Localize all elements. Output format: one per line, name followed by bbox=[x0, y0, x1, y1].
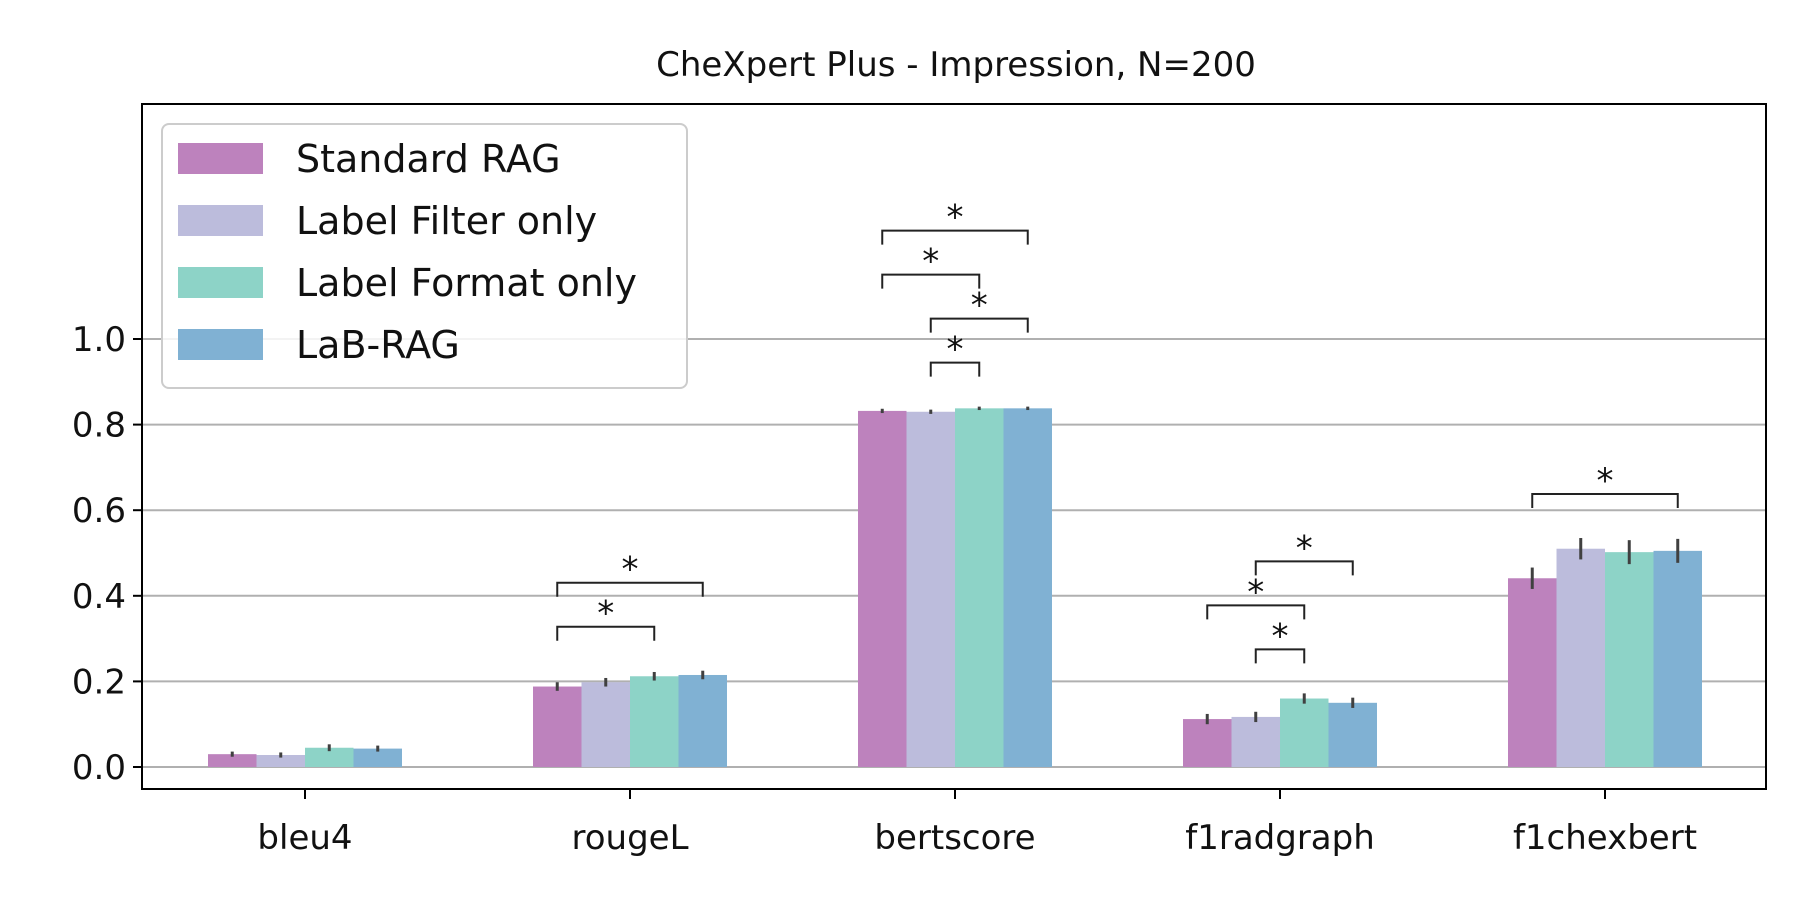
significance-star: * bbox=[922, 242, 939, 282]
legend-swatch bbox=[178, 143, 263, 174]
bar bbox=[533, 686, 582, 767]
significance-star: * bbox=[1597, 461, 1614, 501]
bar bbox=[1231, 716, 1280, 767]
legend-label: Label Filter only bbox=[296, 199, 597, 243]
bar bbox=[353, 748, 402, 767]
x-tick-label: f1radgraph bbox=[1185, 818, 1375, 858]
bar bbox=[305, 747, 354, 767]
bar bbox=[858, 410, 907, 767]
bar bbox=[630, 676, 679, 767]
x-tick-label: bleu4 bbox=[257, 818, 352, 858]
bar bbox=[955, 408, 1004, 767]
significance-star: * bbox=[1272, 616, 1289, 656]
significance-star: * bbox=[1247, 572, 1264, 612]
y-tick-label: 0.8 bbox=[72, 406, 126, 446]
significance-bracket bbox=[1254, 560, 1354, 576]
significance-star: * bbox=[597, 594, 614, 634]
significance-brackets: ********** bbox=[556, 198, 1679, 664]
significance-bracket bbox=[881, 273, 981, 289]
y-tick-label: 0.4 bbox=[72, 577, 126, 617]
legend: Standard RAG Label Filter only Label Forma… bbox=[161, 123, 688, 389]
legend-box bbox=[161, 123, 688, 389]
bar bbox=[1003, 408, 1052, 767]
bar bbox=[1280, 698, 1329, 767]
legend-label: Label Format only bbox=[296, 261, 637, 305]
bar bbox=[1653, 550, 1702, 767]
legend-label: Standard RAG bbox=[296, 137, 561, 181]
bar bbox=[906, 411, 955, 767]
bar bbox=[581, 682, 630, 767]
x-tick-label: rougeL bbox=[571, 818, 688, 858]
significance-star: * bbox=[947, 330, 964, 370]
significance-bracket bbox=[1531, 493, 1679, 509]
significance-star: * bbox=[947, 198, 964, 238]
bar bbox=[1183, 719, 1232, 767]
chart-title: CheXpert Plus - Impression, N=200 bbox=[656, 45, 1256, 85]
y-tick-label: 0.2 bbox=[72, 662, 126, 702]
legend-label: LaB-RAG bbox=[296, 323, 460, 367]
y-tick-label: 0.6 bbox=[72, 491, 126, 531]
legend-swatch bbox=[178, 329, 263, 360]
significance-star: * bbox=[1296, 528, 1313, 568]
bar bbox=[1508, 578, 1557, 767]
significance-bracket bbox=[556, 581, 704, 597]
legend-swatch bbox=[178, 205, 263, 236]
x-axis-ticks: bleu4 rougeL bertscore f1radgraph f1chexbert bbox=[257, 789, 1697, 858]
x-tick-label: f1chexbert bbox=[1513, 818, 1697, 858]
significance-bracket bbox=[556, 625, 656, 641]
significance-star: * bbox=[971, 286, 988, 326]
significance-bracket bbox=[1254, 648, 1306, 664]
y-tick-label: 1.0 bbox=[72, 320, 126, 360]
y-tick-label: 0.0 bbox=[72, 748, 126, 788]
significance-bracket bbox=[1206, 604, 1306, 620]
bars bbox=[208, 408, 1702, 767]
bar bbox=[1605, 552, 1654, 767]
error-bars bbox=[230, 406, 1680, 758]
legend-swatch bbox=[178, 267, 263, 298]
significance-star: * bbox=[622, 550, 639, 590]
bar bbox=[678, 674, 727, 767]
significance-bracket bbox=[881, 229, 1029, 245]
significance-bracket bbox=[929, 361, 981, 377]
bar bbox=[1328, 702, 1377, 767]
y-axis-ticks: 0.0 0.2 0.4 0.6 0.8 1.0 bbox=[72, 320, 142, 788]
significance-bracket bbox=[929, 317, 1029, 333]
bar bbox=[256, 755, 305, 767]
bar bbox=[208, 754, 257, 767]
bar bbox=[1556, 548, 1605, 767]
x-tick-label: bertscore bbox=[874, 818, 1035, 858]
